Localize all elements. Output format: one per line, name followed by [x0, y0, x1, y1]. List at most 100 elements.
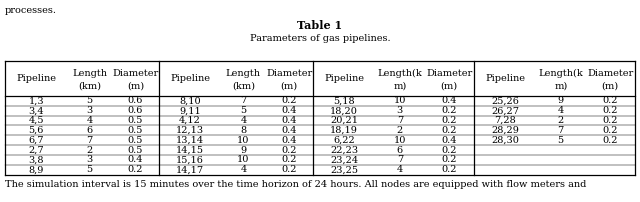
Text: 0.2: 0.2 [282, 146, 297, 155]
Text: (km): (km) [232, 82, 255, 91]
Text: Table 1: Table 1 [298, 20, 342, 31]
Text: 1,3: 1,3 [28, 96, 44, 105]
Text: Length(k: Length(k [538, 69, 583, 78]
Text: (km): (km) [78, 82, 101, 91]
Text: 0.4: 0.4 [282, 116, 297, 125]
Text: m): m) [393, 82, 406, 91]
Text: 4: 4 [397, 165, 403, 174]
Text: Length: Length [72, 69, 107, 78]
Text: 0.2: 0.2 [282, 165, 297, 174]
Text: Diameter: Diameter [112, 69, 159, 78]
Text: 3,8: 3,8 [28, 156, 44, 164]
Text: 6,7: 6,7 [28, 136, 44, 145]
Text: 4,12: 4,12 [179, 116, 201, 125]
Text: 0.4: 0.4 [442, 96, 457, 105]
Text: 0.2: 0.2 [602, 126, 618, 135]
Text: 3: 3 [86, 106, 93, 115]
Text: processes.: processes. [5, 6, 57, 15]
Text: 0.2: 0.2 [602, 96, 618, 105]
Text: 0.2: 0.2 [442, 116, 457, 125]
Text: 8: 8 [241, 126, 246, 135]
Text: Diameter: Diameter [426, 69, 472, 78]
Text: 0.4: 0.4 [127, 156, 143, 164]
Text: 0.2: 0.2 [442, 106, 457, 115]
Text: 7: 7 [240, 96, 246, 105]
Text: 14,15: 14,15 [176, 146, 204, 155]
Text: Length: Length [226, 69, 261, 78]
Text: 6,22: 6,22 [333, 136, 355, 145]
Text: m): m) [554, 82, 568, 91]
Text: 5: 5 [557, 136, 564, 145]
Text: 0.5: 0.5 [128, 116, 143, 125]
Text: 26,27: 26,27 [491, 106, 519, 115]
Text: 23,24: 23,24 [330, 156, 358, 164]
Text: Parameters of gas pipelines.: Parameters of gas pipelines. [250, 34, 390, 43]
Text: 9: 9 [557, 96, 564, 105]
Text: 9,11: 9,11 [179, 106, 201, 115]
Text: 0.2: 0.2 [602, 116, 618, 125]
Text: 0.6: 0.6 [128, 96, 143, 105]
Text: 7: 7 [397, 116, 403, 125]
Text: 7: 7 [557, 126, 564, 135]
Text: 8,9: 8,9 [29, 165, 44, 174]
Text: 0.2: 0.2 [442, 126, 457, 135]
Text: The simulation interval is 15 minutes over the time horizon of 24 hours. All nod: The simulation interval is 15 minutes ov… [5, 180, 586, 189]
Text: 0.2: 0.2 [127, 165, 143, 174]
Text: 3: 3 [86, 156, 93, 164]
Text: 8,10: 8,10 [179, 96, 201, 105]
Text: 6: 6 [86, 126, 93, 135]
Text: 22,23: 22,23 [330, 146, 358, 155]
Text: 0.2: 0.2 [442, 165, 457, 174]
Text: 0.4: 0.4 [282, 106, 297, 115]
Text: 3,4: 3,4 [28, 106, 44, 115]
Text: 5,6: 5,6 [29, 126, 44, 135]
Text: 0.4: 0.4 [282, 136, 297, 145]
Text: Diameter: Diameter [587, 69, 634, 78]
Text: 2: 2 [86, 146, 93, 155]
Text: 20,21: 20,21 [330, 116, 358, 125]
Text: Length(k: Length(k [378, 69, 422, 78]
Text: 12,13: 12,13 [176, 126, 204, 135]
Text: (m): (m) [281, 82, 298, 91]
Text: 0.2: 0.2 [282, 96, 297, 105]
Text: 0.2: 0.2 [602, 136, 618, 145]
Text: 5: 5 [86, 96, 93, 105]
Text: 0.5: 0.5 [128, 136, 143, 145]
Text: 10: 10 [394, 96, 406, 105]
Text: 3: 3 [397, 106, 403, 115]
Text: Pipeline: Pipeline [324, 74, 364, 83]
Text: 7: 7 [86, 136, 93, 145]
Text: 5: 5 [241, 106, 246, 115]
Text: 10: 10 [237, 156, 250, 164]
Text: 0.2: 0.2 [442, 146, 457, 155]
Text: 7,28: 7,28 [494, 116, 516, 125]
Text: 2: 2 [397, 126, 403, 135]
Text: (m): (m) [602, 82, 619, 91]
Text: 4: 4 [240, 165, 246, 174]
Text: Pipeline: Pipeline [485, 74, 525, 83]
Text: (m): (m) [127, 82, 144, 91]
Text: Diameter: Diameter [266, 69, 312, 78]
Text: 0.5: 0.5 [128, 146, 143, 155]
Text: 0.2: 0.2 [282, 156, 297, 164]
Text: (m): (m) [440, 82, 458, 91]
Text: 4: 4 [557, 106, 564, 115]
Text: 0.5: 0.5 [128, 126, 143, 135]
Text: Pipeline: Pipeline [16, 74, 56, 83]
Text: 0.4: 0.4 [282, 126, 297, 135]
Text: 5: 5 [86, 165, 93, 174]
Text: 4,5: 4,5 [28, 116, 44, 125]
Text: 10: 10 [394, 136, 406, 145]
Text: 0.2: 0.2 [602, 106, 618, 115]
Text: 25,26: 25,26 [491, 96, 519, 105]
Text: 2: 2 [557, 116, 564, 125]
Text: 2,7: 2,7 [28, 146, 44, 155]
Text: 4: 4 [240, 116, 246, 125]
Text: 18,20: 18,20 [330, 106, 358, 115]
Text: 15,16: 15,16 [176, 156, 204, 164]
Text: 14,17: 14,17 [176, 165, 204, 174]
Text: 6: 6 [397, 146, 403, 155]
Text: 4: 4 [86, 116, 93, 125]
Text: 18,19: 18,19 [330, 126, 358, 135]
Text: 7: 7 [397, 156, 403, 164]
